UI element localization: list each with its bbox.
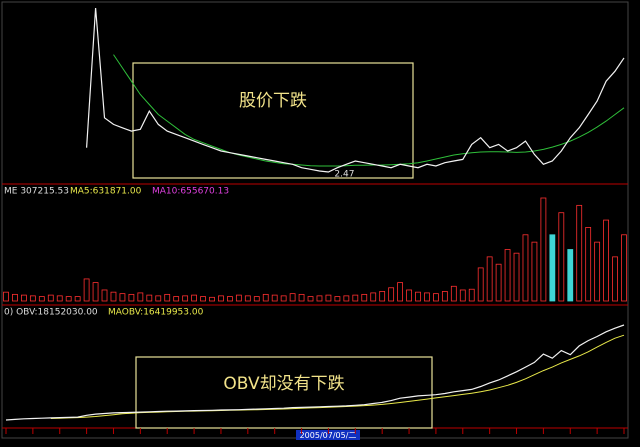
volume-bar bbox=[549, 234, 556, 302]
volume-bar bbox=[540, 197, 547, 302]
volume-bar bbox=[146, 294, 153, 302]
volume-bar bbox=[83, 278, 90, 302]
volume-bar bbox=[459, 289, 466, 302]
volume-bar bbox=[361, 293, 368, 302]
volume-bar bbox=[594, 241, 601, 302]
ma-line bbox=[113, 54, 625, 167]
low-label: 2.47 bbox=[334, 170, 354, 180]
volume-bar bbox=[415, 291, 421, 302]
volume-header: MA10:655670.13 bbox=[152, 187, 229, 197]
volume-bar bbox=[370, 292, 377, 302]
volume-bar bbox=[352, 294, 359, 302]
volume-header: MA5:631871.00 bbox=[70, 187, 142, 197]
volume-bar bbox=[343, 295, 350, 302]
time-axis bbox=[5, 428, 625, 434]
volume-bar bbox=[101, 289, 108, 302]
obv-line bbox=[5, 324, 625, 421]
price-line bbox=[86, 7, 625, 173]
volume-bar bbox=[164, 293, 171, 302]
volume-bar bbox=[406, 289, 412, 302]
volume-bar bbox=[227, 296, 233, 302]
volume-bar bbox=[307, 296, 314, 302]
volume-bar bbox=[486, 256, 493, 302]
volume-header: ME 307215.53 bbox=[4, 187, 69, 197]
volume-bar bbox=[56, 295, 63, 302]
volume-bar bbox=[495, 263, 502, 302]
volume-bar bbox=[621, 234, 627, 302]
volume-bar bbox=[450, 285, 457, 302]
annotation-box bbox=[135, 356, 433, 429]
volume-bar bbox=[271, 294, 278, 302]
volume-bar bbox=[289, 293, 296, 302]
volume-bar bbox=[612, 256, 618, 302]
volume-bar bbox=[316, 295, 323, 302]
volume-bar bbox=[191, 294, 197, 302]
volume-bar bbox=[47, 294, 54, 302]
volume-bar bbox=[477, 267, 484, 302]
volume-bar bbox=[209, 296, 215, 302]
volume-bar bbox=[433, 293, 439, 302]
volume-bar bbox=[21, 294, 27, 302]
volume-bar bbox=[585, 227, 592, 302]
volume-bar bbox=[298, 293, 305, 302]
volume-bar bbox=[38, 296, 45, 302]
volume-bar bbox=[379, 291, 386, 302]
volume-bar bbox=[424, 292, 430, 302]
volume-bar bbox=[603, 219, 609, 302]
volume-bar bbox=[334, 296, 341, 302]
annotation-box bbox=[132, 62, 414, 179]
volume-bar bbox=[110, 291, 117, 302]
volume-bar bbox=[173, 296, 180, 302]
volume-bar bbox=[576, 204, 583, 302]
obv-header: 0) OBV:18152030.00 bbox=[4, 308, 98, 318]
volume-bar bbox=[235, 294, 242, 302]
volume-bar bbox=[119, 293, 126, 302]
date-box bbox=[296, 430, 360, 440]
obv-header: MAOBV:16419953.00 bbox=[108, 308, 204, 318]
volume-bar bbox=[504, 249, 511, 302]
volume-bar bbox=[253, 296, 260, 302]
annotation: OBV却没有下跌 bbox=[223, 374, 344, 394]
volume-bar bbox=[200, 296, 206, 302]
volume-bar bbox=[325, 294, 332, 302]
volume-bar bbox=[397, 282, 403, 302]
volume-bar bbox=[522, 234, 529, 302]
volume-bar bbox=[137, 292, 144, 302]
volume-bar bbox=[244, 295, 251, 302]
volume-bar bbox=[280, 295, 287, 302]
volume-bar bbox=[567, 249, 574, 302]
volume-bar bbox=[65, 296, 72, 302]
volume-bar bbox=[531, 241, 538, 302]
volume-bar bbox=[12, 293, 18, 302]
volume-bar bbox=[468, 288, 475, 302]
volume-bar bbox=[218, 295, 224, 302]
volume-bar bbox=[29, 295, 36, 302]
volume-bar bbox=[262, 293, 269, 302]
volume-bar bbox=[513, 252, 520, 302]
volume-bar bbox=[155, 295, 162, 302]
volume-bar bbox=[3, 291, 9, 302]
volume-bar bbox=[182, 295, 189, 302]
volume-bar bbox=[388, 287, 395, 302]
date-label: 2005/07/05/二 bbox=[300, 431, 357, 440]
volume-bar bbox=[558, 212, 565, 302]
volume-bar bbox=[441, 291, 448, 302]
volume-bar bbox=[74, 296, 81, 302]
volume-bar bbox=[128, 293, 135, 302]
volume-bar bbox=[92, 282, 99, 302]
annotation: 股价下跌 bbox=[239, 91, 307, 111]
